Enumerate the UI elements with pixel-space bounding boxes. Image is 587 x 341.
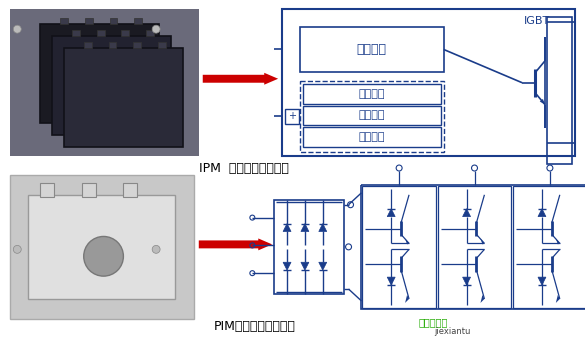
Polygon shape (203, 73, 278, 85)
Bar (82, 183, 96, 197)
Polygon shape (556, 238, 560, 244)
Bar (52, 36, 171, 135)
Bar (300, 27, 444, 72)
Bar (110, 18, 117, 24)
Polygon shape (319, 224, 327, 232)
Text: 共享图视频: 共享图视频 (419, 317, 448, 327)
Circle shape (152, 25, 160, 33)
Polygon shape (538, 277, 546, 285)
Bar (85, 18, 93, 24)
Polygon shape (463, 277, 471, 285)
Bar (513, 186, 586, 308)
Polygon shape (481, 295, 484, 303)
Bar (146, 30, 154, 36)
Text: jiexiantu: jiexiantu (434, 327, 470, 336)
Bar (547, 17, 572, 164)
Bar (300, 81, 444, 152)
Bar (134, 18, 142, 24)
Text: IPM  （智能功率模块）: IPM （智能功率模块） (200, 162, 289, 175)
Bar (282, 9, 575, 156)
Bar (362, 185, 587, 309)
Bar (64, 48, 183, 147)
Text: +: + (288, 112, 296, 121)
Bar (274, 200, 343, 294)
Polygon shape (538, 209, 546, 217)
Polygon shape (481, 238, 484, 244)
Bar (72, 30, 80, 36)
Text: 过热保护: 过热保护 (359, 110, 385, 120)
Polygon shape (405, 238, 409, 244)
Polygon shape (556, 295, 560, 303)
Bar (133, 42, 141, 48)
Polygon shape (387, 209, 395, 217)
Bar (438, 186, 511, 308)
Bar (122, 30, 129, 36)
Text: PIM（功率集成模块）: PIM（功率集成模块） (214, 320, 295, 333)
Bar (97, 30, 104, 36)
Bar (303, 84, 441, 104)
Text: 驱动电路: 驱动电路 (357, 43, 387, 56)
Bar (303, 105, 441, 125)
Polygon shape (301, 262, 309, 270)
Text: 过流保护: 过流保护 (359, 89, 385, 99)
Circle shape (14, 246, 21, 253)
Bar (84, 42, 92, 48)
Bar (123, 183, 137, 197)
Polygon shape (319, 262, 327, 270)
Polygon shape (405, 295, 409, 303)
Circle shape (152, 246, 160, 253)
Bar (11, 175, 194, 319)
Bar (303, 127, 441, 147)
Polygon shape (283, 224, 291, 232)
Bar (109, 42, 116, 48)
Polygon shape (283, 262, 291, 270)
Bar (285, 108, 299, 124)
Polygon shape (199, 238, 272, 250)
Polygon shape (387, 277, 395, 285)
Circle shape (14, 25, 21, 33)
Bar (28, 195, 175, 299)
Bar (60, 18, 68, 24)
Text: IGBT: IGBT (524, 16, 550, 26)
Polygon shape (540, 99, 545, 105)
Bar (158, 42, 166, 48)
Bar (362, 186, 436, 308)
Polygon shape (301, 224, 309, 232)
Circle shape (84, 236, 123, 276)
Polygon shape (463, 209, 471, 217)
Bar (40, 183, 54, 197)
Bar (11, 9, 199, 156)
Text: 欠压保护: 欠压保护 (359, 132, 385, 142)
Bar (40, 24, 159, 123)
